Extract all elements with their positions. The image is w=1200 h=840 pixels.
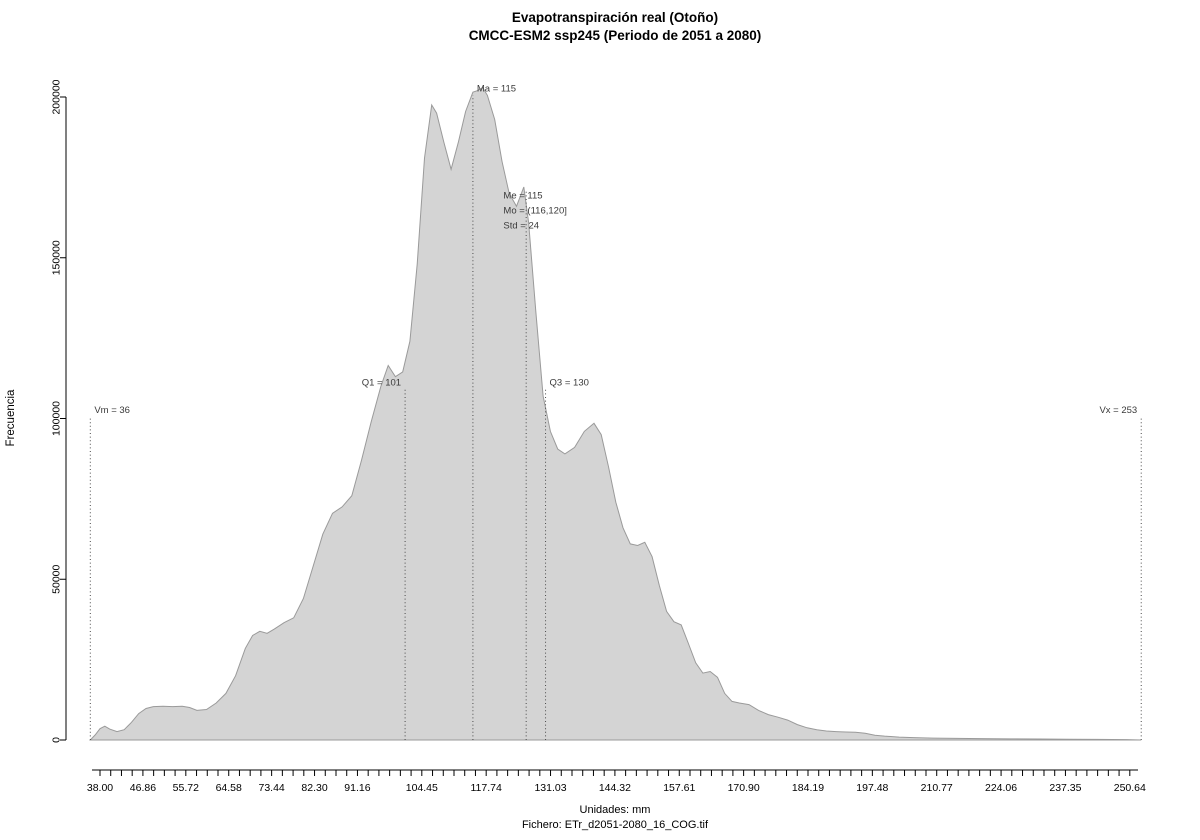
stat-label-ma: Ma = 115 <box>477 83 516 94</box>
chart-title: Evapotranspiración real (Otoño) <box>512 10 718 25</box>
x-tick-label: 73.44 <box>258 782 284 794</box>
stat-label-q3: Q3 = 130 <box>550 378 589 389</box>
stats-block-line: Mo = (116,120] <box>503 205 566 216</box>
x-tick-label: 104.45 <box>406 782 438 794</box>
x-tick-label: 82.30 <box>301 782 327 794</box>
y-tick-label: 150000 <box>51 240 63 275</box>
stats-block-line: Me = 115 <box>503 190 542 201</box>
file-caption: Fichero: ETr_d2051-2080_16_COG.tif <box>522 819 709 831</box>
plot-area: Vm = 36 Q1 = 101 Ma = 115 Q3 = 130 Vx = 253 M… <box>51 79 1147 794</box>
x-tick-label: 170.90 <box>728 782 760 794</box>
density-area <box>89 86 1142 741</box>
x-tick-label: 210.77 <box>921 782 953 794</box>
y-tick-label: 0 <box>51 737 63 743</box>
x-tick-label: 131.03 <box>534 782 566 794</box>
x-tick-label: 117.74 <box>471 782 502 794</box>
x-tick-label: 64.58 <box>216 782 242 794</box>
x-tick-label: 250.64 <box>1114 782 1146 794</box>
x-tick-label: 55.72 <box>173 782 199 794</box>
x-tick-label: 46.86 <box>130 782 156 794</box>
stats-block-line: Std = 24 <box>503 220 539 231</box>
y-tick-label: 200000 <box>51 79 63 114</box>
y-tick-label: 100000 <box>51 401 63 436</box>
x-tick-label: 224.06 <box>985 782 1017 794</box>
x-tick-label: 144.32 <box>599 782 631 794</box>
y-tick-label: 50000 <box>51 564 63 593</box>
x-tick-label: 184.19 <box>792 782 824 794</box>
stat-label-q1: Q1 = 101 <box>362 378 401 389</box>
chart-subtitle: CMCC-ESM2 ssp245 (Periodo de 2051 a 2080… <box>469 28 762 43</box>
x-tick-label: 197.48 <box>856 782 888 794</box>
x-axis-caption: Unidades: mm <box>580 804 651 816</box>
x-tick-label: 237.35 <box>1049 782 1081 794</box>
x-tick-label: 91.16 <box>344 782 370 794</box>
x-tick-label: 157.61 <box>663 782 695 794</box>
stat-label-vm: Vm = 36 <box>94 405 130 416</box>
y-axis-label: Frecuencia <box>5 389 17 446</box>
x-tick-label: 38.00 <box>87 782 113 794</box>
stat-label-vx: Vx = 253 <box>1099 405 1137 416</box>
